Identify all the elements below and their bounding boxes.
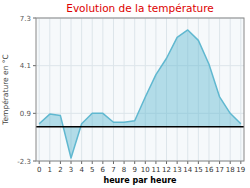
x-tick-label: 15	[194, 166, 203, 174]
chart: 012345678910111213141516171819-2.30.94.1…	[0, 0, 250, 188]
y-grid-line	[36, 65, 244, 66]
chart-container: 012345678910111213141516171819-2.30.94.1…	[0, 0, 250, 188]
x-tick-label: 16	[205, 166, 214, 174]
x-tick-label: 14	[183, 166, 192, 174]
x-tick-label: 11	[151, 166, 160, 174]
x-grid-line	[134, 18, 135, 161]
zero-line	[36, 126, 244, 128]
x-tick-label: 4	[79, 166, 84, 174]
x-tick-label: 6	[101, 166, 106, 174]
x-axis-label: heure par heure	[103, 176, 177, 185]
x-tick-label: 3	[69, 166, 73, 174]
plot-background	[36, 18, 244, 161]
series	[39, 30, 241, 158]
x-tick-label: 19	[236, 166, 245, 174]
x-tick-label: 7	[111, 166, 115, 174]
x-grid-line	[230, 18, 231, 161]
x-tick-label: 18	[226, 166, 235, 174]
y-tick-label: -2.3	[17, 158, 31, 166]
x-grid-line	[219, 18, 220, 161]
y-axis-label: Température en °C	[1, 54, 10, 126]
x-grid-line	[240, 18, 241, 161]
grid	[36, 18, 244, 161]
x-grid-line	[102, 18, 103, 161]
x-tick-label: 5	[90, 166, 94, 174]
x-tick-label: 10	[141, 166, 150, 174]
x-grid-line	[81, 18, 82, 161]
x-tick-label: 13	[173, 166, 182, 174]
x-grid-line	[92, 18, 93, 161]
title: Evolution de la température	[66, 2, 213, 14]
area	[39, 30, 241, 158]
x-tick-label: 12	[162, 166, 171, 174]
line	[39, 30, 241, 158]
x-tick-label: 17	[215, 166, 224, 174]
x-tick-label: 8	[122, 166, 126, 174]
x-grid-line	[39, 18, 40, 161]
x-tick-label: 0	[37, 166, 41, 174]
x-grid-line	[60, 18, 61, 161]
x-grid-line	[49, 18, 50, 161]
x-grid-line	[113, 18, 114, 161]
x-grid-line	[145, 18, 146, 161]
y-tick-label: 0.9	[20, 110, 31, 118]
x-grid-line	[124, 18, 125, 161]
x-tick-label: 9	[132, 166, 136, 174]
y-tick-label: 7.3	[20, 15, 31, 23]
plot-frame	[36, 18, 244, 161]
axes: 012345678910111213141516171819-2.30.94.1…	[17, 15, 245, 175]
y-tick-label: 4.1	[20, 62, 31, 70]
x-tick-label: 1	[48, 166, 52, 174]
x-tick-label: 2	[58, 166, 62, 174]
